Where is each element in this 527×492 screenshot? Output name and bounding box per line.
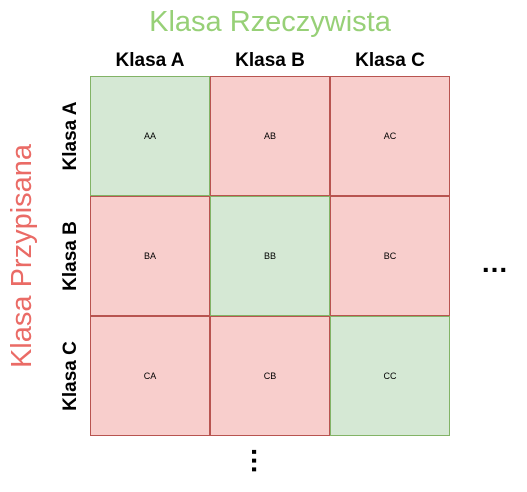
column-header-a: Klasa A (115, 50, 185, 71)
more-columns-ellipsis: ... (481, 247, 509, 278)
row-header-c: Klasa C (60, 341, 81, 411)
actual-class-title: Klasa Rzeczywista (149, 6, 391, 38)
more-rows-ellipsis-wrapper: ... (246, 448, 277, 478)
cell-ca: CA (90, 316, 210, 436)
cell-ac: AC (330, 76, 450, 196)
cell-ab: AB (210, 76, 330, 196)
confusion-matrix: AA AB AC BA BB BC CA CB CC (90, 76, 450, 436)
column-header-c: Klasa C (355, 50, 425, 71)
more-rows-ellipsis: ... (246, 448, 277, 475)
column-header-b: Klasa B (235, 50, 305, 71)
cell-cc: CC (330, 316, 450, 436)
cell-aa: AA (90, 76, 210, 196)
cell-bc: BC (330, 196, 450, 316)
cell-ba: BA (90, 196, 210, 316)
assigned-class-title: Klasa Przypisana (6, 143, 38, 369)
cell-bb: BB (210, 196, 330, 316)
row-header-a: Klasa A (60, 101, 81, 171)
row-header-b: Klasa B (60, 221, 81, 291)
cell-cb: CB (210, 316, 330, 436)
